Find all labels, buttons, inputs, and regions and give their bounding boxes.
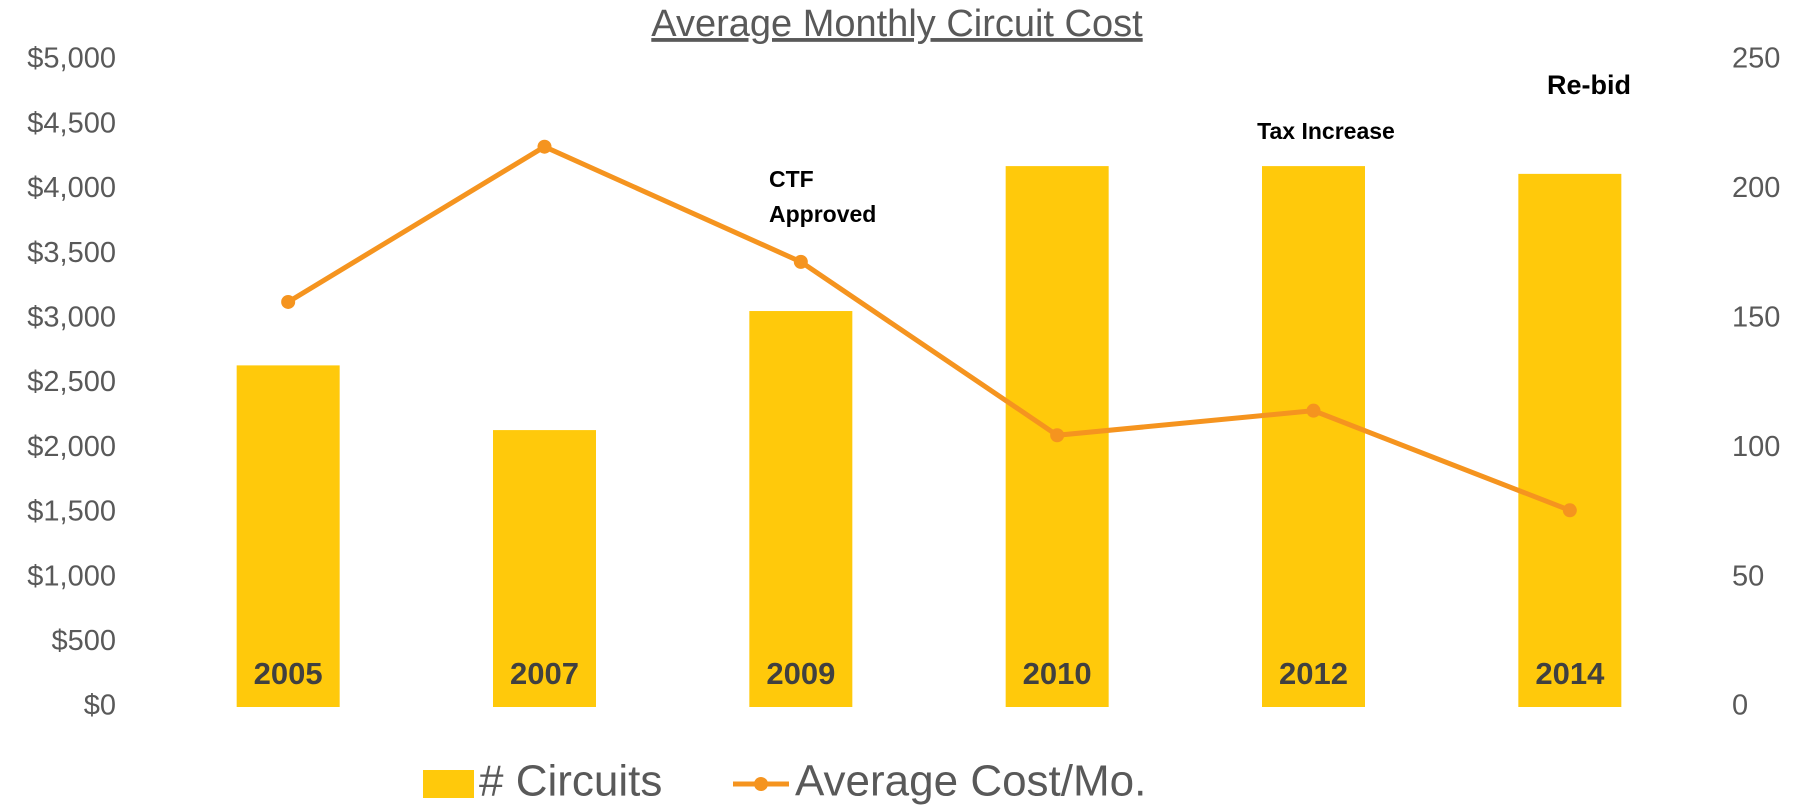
y-tick-label: $1,500 [27,496,116,528]
y2-tick-label: 200 [1732,172,1780,204]
line-marker [1562,503,1577,518]
bar [1518,173,1622,707]
y2-tick-label: 100 [1732,431,1780,463]
y-tick-label: $3,000 [27,301,116,333]
bar [493,430,596,707]
line-marker [1306,403,1321,418]
bar [1262,166,1365,707]
y2-tick-label: 0 [1732,690,1748,722]
legend-label: Average Cost/Mo. [795,757,1146,806]
line-marker [281,294,296,309]
category-label: 2012 [1279,656,1348,691]
category-label: 2007 [510,656,579,691]
category-label: 2014 [1535,656,1605,691]
legend-label: # Circuits [479,757,662,806]
y-tick-label: $4,000 [27,172,116,204]
annotation: CTF Approved [769,166,877,227]
annotation: Re-bid [1547,70,1631,100]
line [286,143,1571,513]
category-label: 2009 [766,656,835,691]
bar [749,311,853,707]
y-tick-label: $4,500 [27,107,116,139]
legend-swatch [423,770,474,798]
y2-tick-label: 50 [1732,560,1764,592]
y2-tick-label: 250 [1732,43,1780,75]
y-tick-label: $3,500 [27,237,116,269]
line-marker [537,139,552,154]
legend-marker [754,777,768,791]
category-label: 2005 [254,656,323,691]
y-tick-label: $5,000 [27,43,116,75]
line-marker [793,254,808,269]
y2-tick-label: 150 [1732,301,1780,333]
y-tick-label: $0 [84,690,116,722]
y-tick-label: $1,000 [27,560,116,592]
y-tick-label: $2,500 [27,366,116,398]
chart-title: Average Monthly Circuit Cost [651,3,1143,45]
line-marker [1050,428,1065,443]
category-label: 2010 [1023,656,1092,691]
y-tick-label: $2,000 [27,431,116,463]
bar [236,365,340,707]
y-tick-label: $500 [51,625,116,657]
annotation: Tax Increase [1257,118,1395,144]
